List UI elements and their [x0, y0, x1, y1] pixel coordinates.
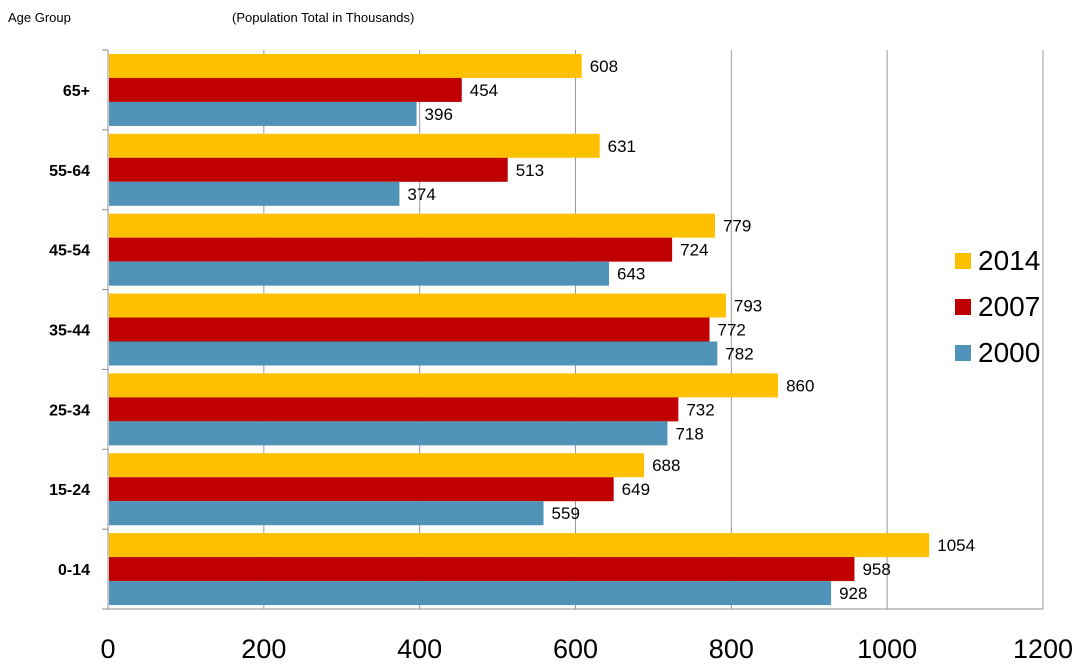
bar-2014-15-24 — [109, 453, 645, 478]
bar-2000-45-54 — [109, 261, 610, 286]
data-label-2000-35-44: 782 — [725, 345, 753, 364]
legend-swatch-2007 — [955, 299, 971, 315]
x-tick-label-200: 200 — [241, 634, 286, 664]
legend: 2014 2007 2000 — [955, 238, 1040, 376]
legend-item-2007: 2007 — [955, 284, 1040, 330]
bar-2014-55-64 — [109, 133, 600, 158]
data-label-2007-45-54: 724 — [680, 241, 708, 260]
bar-2014-0-14 — [109, 533, 930, 558]
bar-2007-0-14 — [109, 557, 855, 582]
data-label-2000-15-24: 559 — [552, 504, 580, 523]
data-label-2007-35-44: 772 — [718, 321, 746, 340]
bars — [109, 53, 930, 606]
data-label-2007-25-34: 732 — [686, 400, 714, 419]
y-tick-label-0-14: 0-14 — [58, 562, 90, 579]
data-labels: 608 454 396 631 513 374 779 724 643 793 772 782 860 7… — [407, 57, 975, 603]
bar-2014-45-54 — [109, 213, 715, 238]
bar-2000-25-34 — [109, 421, 668, 446]
bar-2000-35-44 — [109, 341, 718, 366]
x-tick-label-1000: 1000 — [857, 634, 917, 664]
data-label-2000-65+: 396 — [425, 105, 453, 124]
data-label-2014-35-44: 793 — [734, 297, 762, 316]
y-axis-title: Age Group — [8, 10, 71, 25]
bar-2007-45-54 — [109, 237, 673, 262]
x-tick-label-1200: 1200 — [1013, 634, 1073, 664]
data-label-2014-15-24: 688 — [652, 456, 680, 475]
data-label-2014-55-64: 631 — [608, 137, 636, 156]
data-label-2014-45-54: 779 — [723, 217, 751, 236]
bar-2007-55-64 — [109, 157, 508, 182]
y-tick-label-35-44: 35-44 — [49, 323, 90, 340]
chart-subtitle: (Population Total in Thousands) — [232, 10, 415, 25]
data-label-2000-45-54: 643 — [617, 265, 645, 284]
bar-2000-65+ — [109, 101, 417, 126]
data-label-2007-0-14: 958 — [862, 560, 890, 579]
legend-label-2014: 2014 — [978, 245, 1041, 276]
legend-item-2014: 2014 — [955, 238, 1040, 284]
legend-swatch-2014 — [955, 253, 971, 269]
bar-2014-35-44 — [109, 293, 726, 318]
bar-2000-15-24 — [109, 501, 544, 526]
x-tick-label-0: 0 — [100, 634, 115, 664]
y-tick-label-25-34: 25-34 — [49, 402, 90, 419]
x-tick-label-400: 400 — [397, 634, 442, 664]
data-label-2000-25-34: 718 — [675, 424, 703, 443]
data-label-2007-65+: 454 — [470, 81, 498, 100]
bar-2007-15-24 — [109, 477, 614, 502]
data-label-2014-0-14: 1054 — [937, 536, 975, 555]
data-label-2000-55-64: 374 — [407, 185, 435, 204]
data-label-2007-55-64: 513 — [516, 161, 544, 180]
y-tick-label-15-24: 15-24 — [49, 482, 90, 499]
data-label-2014-65+: 608 — [590, 57, 618, 76]
y-tick-label-65+: 65+ — [63, 83, 90, 100]
data-label-2014-25-34: 860 — [786, 376, 814, 395]
data-label-2007-15-24: 649 — [622, 480, 650, 499]
y-tick-label-45-54: 45-54 — [49, 243, 90, 260]
bar-2014-25-34 — [109, 373, 779, 398]
bar-2014-65+ — [109, 53, 582, 78]
data-label-2000-0-14: 928 — [839, 584, 867, 603]
legend-label-2000: 2000 — [978, 337, 1041, 368]
bar-2000-0-14 — [109, 581, 832, 606]
x-tick-label-800: 800 — [709, 634, 754, 664]
x-tick-label-600: 600 — [553, 634, 598, 664]
bar-2007-65+ — [109, 77, 462, 102]
legend-item-2000: 2000 — [955, 330, 1040, 376]
y-tick-label-55-64: 55-64 — [49, 163, 90, 180]
bar-2000-55-64 — [109, 181, 400, 206]
legend-label-2007: 2007 — [978, 291, 1041, 322]
axes: 0 200 400 600 800 1000 1200 65+ 55-64 45-54 35-44 2… — [49, 49, 1073, 664]
legend-swatch-2000 — [955, 345, 971, 361]
bar-2007-35-44 — [109, 317, 710, 342]
bar-2007-25-34 — [109, 397, 679, 422]
